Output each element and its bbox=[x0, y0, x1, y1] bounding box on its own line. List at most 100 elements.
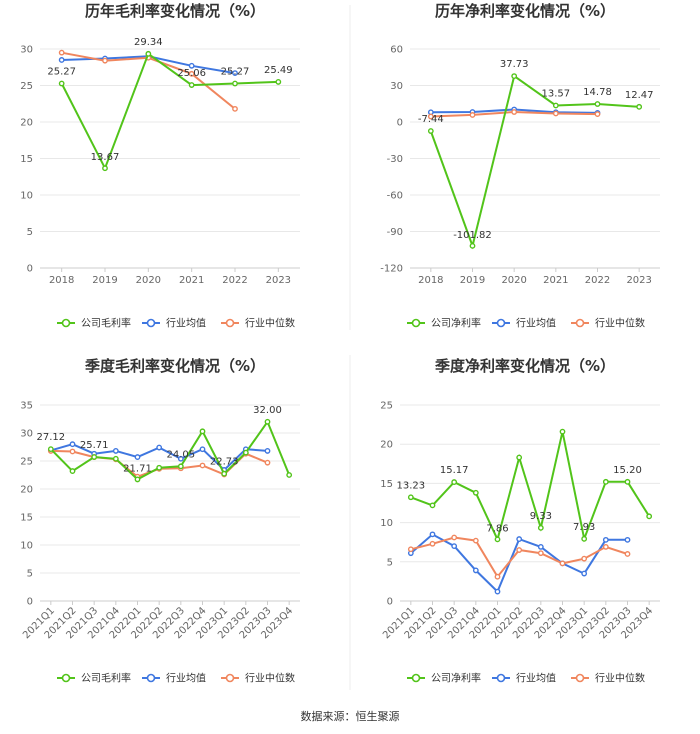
data-point bbox=[102, 165, 108, 172]
x-tick-label: 2022 bbox=[222, 275, 247, 286]
data-point bbox=[511, 109, 518, 115]
data-point bbox=[429, 540, 436, 547]
data-point bbox=[552, 110, 559, 117]
chart-panel-3: 季度毛利率变化情况（%）051015202530352021Q12021Q220… bbox=[20, 357, 300, 685]
y-tick-label: 60 bbox=[390, 45, 403, 56]
data-label: 25.49 bbox=[264, 65, 293, 76]
legend-swatch-marker bbox=[411, 673, 421, 683]
data-point bbox=[646, 513, 653, 520]
data-point bbox=[429, 502, 436, 509]
data-point bbox=[511, 73, 518, 79]
y-tick-label: 0 bbox=[27, 597, 33, 608]
data-point bbox=[594, 101, 601, 107]
data-point bbox=[472, 489, 479, 496]
legend-label: 公司毛利率 bbox=[81, 317, 131, 330]
data-point bbox=[469, 242, 476, 249]
data-point bbox=[537, 544, 544, 550]
chart-title: 历年毛利率变化情况（%） bbox=[85, 2, 265, 20]
legend-label: 公司净利率 bbox=[431, 317, 481, 330]
data-point bbox=[602, 478, 609, 485]
data-label: 14.78 bbox=[583, 87, 612, 98]
y-tick-label: 30 bbox=[390, 81, 403, 92]
y-tick-label: 15 bbox=[380, 479, 393, 490]
y-tick-label: -90 bbox=[387, 227, 403, 238]
y-tick-label: 20 bbox=[380, 440, 393, 451]
data-point bbox=[145, 50, 152, 57]
data-label: 25.27 bbox=[47, 67, 76, 78]
data-point bbox=[537, 550, 544, 557]
data-point bbox=[407, 546, 414, 553]
legend-swatch-marker bbox=[146, 673, 156, 683]
data-point bbox=[102, 57, 108, 64]
legend-label: 公司净利率 bbox=[431, 672, 481, 685]
y-tick-label: 25 bbox=[380, 401, 393, 412]
series-line bbox=[60, 52, 279, 171]
data-point bbox=[91, 454, 98, 460]
data-point bbox=[451, 543, 458, 550]
y-tick-label: -30 bbox=[387, 154, 403, 165]
data-point bbox=[58, 80, 65, 87]
data-point bbox=[407, 494, 414, 501]
data-point bbox=[624, 551, 631, 557]
data-label: 7.86 bbox=[486, 523, 508, 534]
legend-swatch-marker bbox=[225, 673, 235, 683]
legend-swatch-marker bbox=[61, 318, 71, 328]
y-tick-label: 30 bbox=[20, 429, 33, 440]
y-tick-label: 35 bbox=[20, 401, 33, 412]
data-label: 13.23 bbox=[397, 480, 426, 491]
data-point bbox=[581, 535, 588, 542]
data-point bbox=[429, 531, 436, 538]
data-label: 15.20 bbox=[613, 465, 642, 476]
data-point bbox=[134, 454, 141, 460]
chart-panel-2: 历年净利率变化情况（%） -120 -90 -60 -30 0 30 60 2018 2019 20… bbox=[380, 2, 660, 330]
data-point bbox=[232, 70, 238, 76]
data-point bbox=[624, 478, 631, 485]
data-label: 13.67 bbox=[91, 152, 120, 163]
data-point bbox=[427, 128, 434, 134]
y-tick-label: 25 bbox=[20, 81, 33, 92]
data-point bbox=[264, 418, 271, 425]
data-point bbox=[581, 570, 588, 577]
y-tick-label: 0 bbox=[397, 118, 403, 129]
data-point bbox=[624, 536, 631, 543]
data-label: 12.47 bbox=[625, 90, 654, 101]
x-tick-label: 2019 bbox=[460, 275, 485, 286]
y-tick-label: 15 bbox=[20, 513, 33, 524]
data-point bbox=[69, 468, 76, 474]
series-line bbox=[410, 533, 628, 594]
data-point bbox=[112, 448, 119, 454]
legend-label: 行业均值 bbox=[166, 672, 206, 685]
y-tick-label: 10 bbox=[20, 541, 33, 552]
x-tick-label: 2021 bbox=[179, 275, 204, 286]
data-point bbox=[472, 567, 479, 574]
data-label: 29.34 bbox=[134, 37, 163, 48]
data-point bbox=[602, 536, 609, 543]
data-label: -7.44 bbox=[418, 114, 444, 125]
data-point bbox=[69, 441, 76, 448]
data-point bbox=[199, 446, 206, 453]
y-tick-label: 25 bbox=[20, 457, 33, 468]
data-label: 15.17 bbox=[440, 465, 469, 476]
y-tick-label: 0 bbox=[387, 597, 393, 608]
data-source-note: 数据来源：恒生聚源 bbox=[300, 710, 400, 723]
series-line bbox=[410, 431, 651, 543]
legend-label: 公司毛利率 bbox=[81, 672, 131, 685]
data-label: 22.73 bbox=[210, 457, 239, 468]
legend-swatch-marker bbox=[225, 318, 235, 328]
chart-title: 季度毛利率变化情况（%） bbox=[85, 357, 265, 375]
data-label: 32.00 bbox=[253, 405, 282, 416]
data-point bbox=[177, 463, 184, 470]
data-point bbox=[537, 524, 544, 531]
data-point bbox=[188, 70, 195, 77]
y-tick-label: 0 bbox=[27, 264, 33, 275]
data-point bbox=[516, 547, 523, 553]
legend-swatch-marker bbox=[61, 673, 71, 683]
data-point bbox=[516, 454, 523, 461]
data-point bbox=[559, 428, 566, 435]
data-label: 7.93 bbox=[573, 522, 595, 533]
data-point bbox=[112, 455, 119, 462]
data-label: 13.57 bbox=[542, 88, 571, 99]
y-tick-label: 15 bbox=[20, 154, 33, 165]
data-point bbox=[636, 103, 643, 110]
